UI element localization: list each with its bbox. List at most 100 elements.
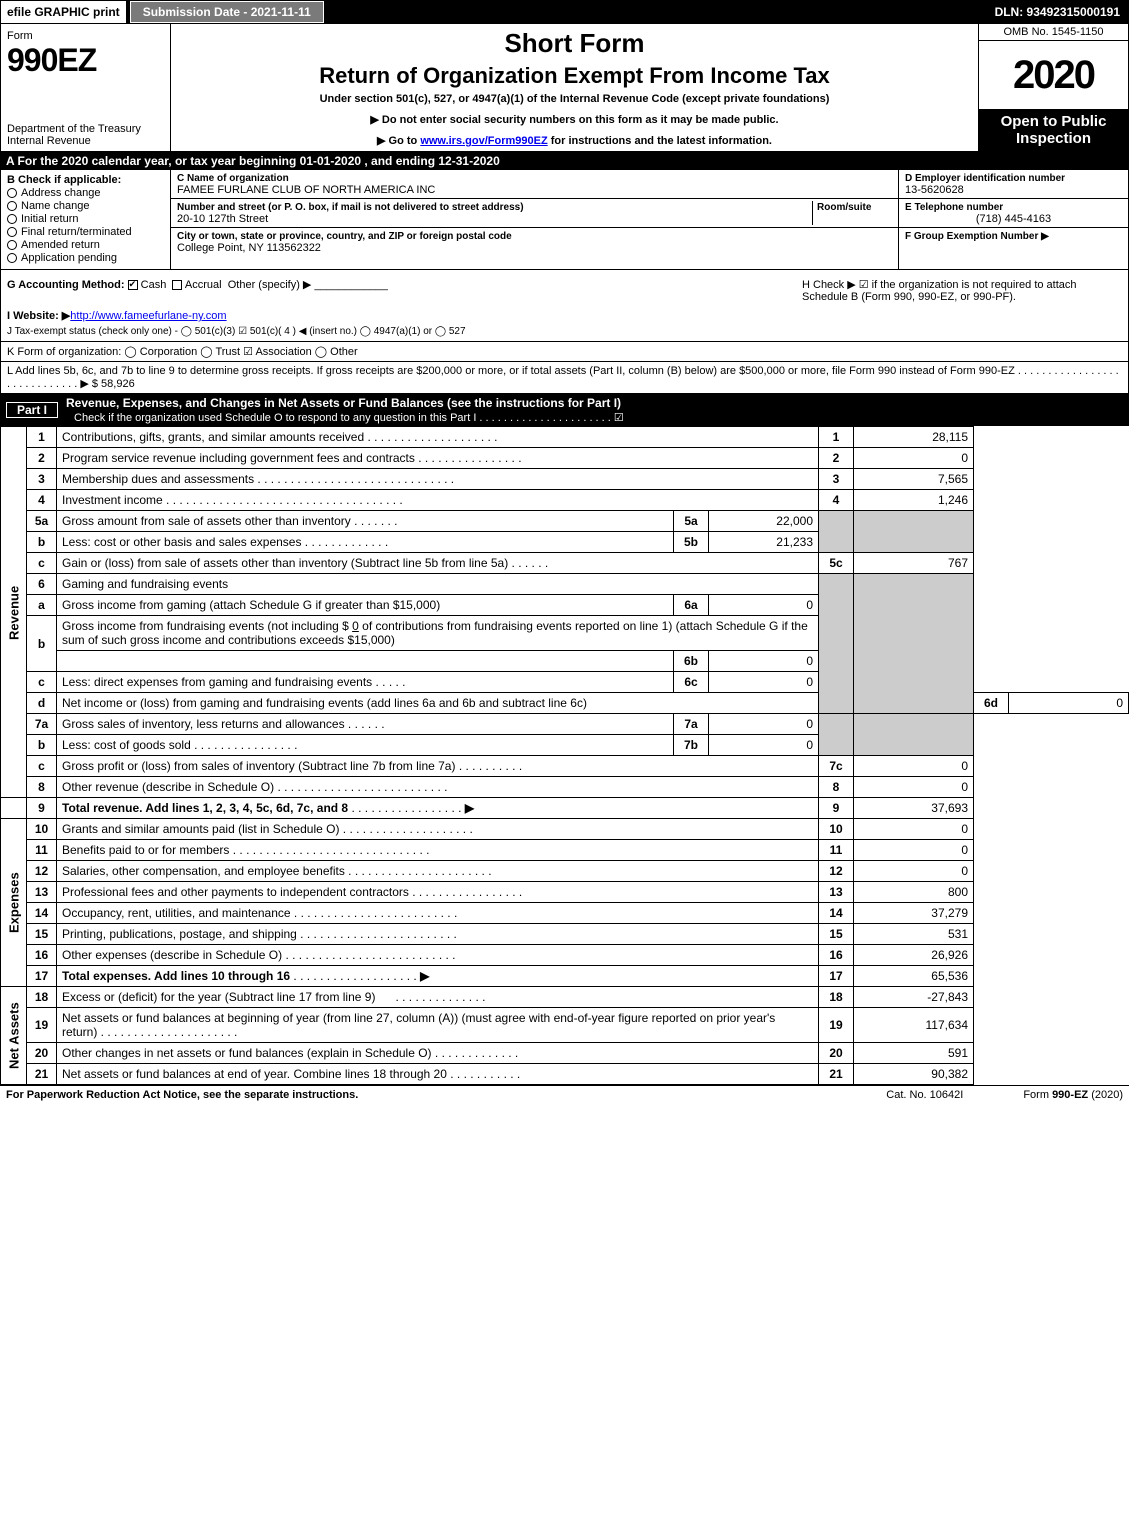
- chk-final-return[interactable]: Final return/terminated: [7, 226, 164, 238]
- line-desc: Net income or (loss) from gaming and fun…: [57, 693, 819, 714]
- chk-label: Application pending: [21, 252, 117, 264]
- checkbox-icon: [7, 227, 17, 237]
- line-val: 65,536: [854, 966, 974, 987]
- chk-label: Final return/terminated: [21, 226, 132, 238]
- table-row: Revenue 1 Contributions, gifts, grants, …: [1, 427, 1129, 448]
- line-ref: 11: [819, 840, 854, 861]
- line-desc: Total expenses. Add lines 10 through 16 …: [57, 966, 819, 987]
- line-desc: Less: direct expenses from gaming and fu…: [57, 672, 674, 693]
- chk-cash[interactable]: [128, 280, 138, 290]
- checkbox-icon: [7, 253, 17, 263]
- line-num: c: [27, 553, 57, 574]
- line-val: 0: [854, 448, 974, 469]
- line-desc: Program service revenue including govern…: [57, 448, 819, 469]
- chk-amended-return[interactable]: Amended return: [7, 239, 164, 251]
- part1-sub: Check if the organization used Schedule …: [74, 412, 624, 424]
- col-def: D Employer identification number 13-5620…: [898, 170, 1128, 269]
- grey-cell: [854, 511, 974, 553]
- line-ref: 21: [819, 1064, 854, 1085]
- table-row: 20 Other changes in net assets or fund b…: [1, 1043, 1129, 1064]
- part1-title: Revenue, Expenses, and Changes in Net As…: [66, 396, 624, 424]
- chk-initial-return[interactable]: Initial return: [7, 213, 164, 225]
- line-desc: Net assets or fund balances at beginning…: [57, 1008, 819, 1043]
- table-row: Net Assets 18 Excess or (deficit) for th…: [1, 987, 1129, 1008]
- table-row: 19 Net assets or fund balances at beginn…: [1, 1008, 1129, 1043]
- line-desc: Gross income from gaming (attach Schedul…: [57, 595, 674, 616]
- chk-address-change[interactable]: Address change: [7, 187, 164, 199]
- line-desc: Excess or (deficit) for the year (Subtra…: [57, 987, 819, 1008]
- line-num: d: [27, 693, 57, 714]
- sub-ref: 5b: [674, 532, 709, 553]
- chk-accrual[interactable]: [172, 280, 182, 290]
- line-val: 26,926: [854, 945, 974, 966]
- line-val: 767: [854, 553, 974, 574]
- line-num: 8: [27, 777, 57, 798]
- table-row: 15 Printing, publications, postage, and …: [1, 924, 1129, 945]
- org-city: College Point, NY 113562322: [177, 242, 321, 254]
- line-desc: Gross profit or (loss) from sales of inv…: [57, 756, 819, 777]
- short-form-title: Short Form: [177, 28, 972, 59]
- header-right: OMB No. 1545-1150 2020 Open to Public In…: [978, 24, 1128, 151]
- org-street: 20-10 127th Street: [177, 213, 268, 225]
- line-num: 12: [27, 861, 57, 882]
- line-val: 37,693: [854, 798, 974, 819]
- j-text: J Tax-exempt status (check only one) - ◯…: [7, 326, 1122, 337]
- part1-table: Revenue 1 Contributions, gifts, grants, …: [0, 426, 1129, 1085]
- g-opt-accrual: Accrual: [185, 279, 222, 291]
- room-label: Room/suite: [817, 202, 871, 213]
- line-ref: 15: [819, 924, 854, 945]
- line-num: 1: [27, 427, 57, 448]
- line-num: b: [27, 532, 57, 553]
- chk-name-change[interactable]: Name change: [7, 200, 164, 212]
- table-row: 5a Gross amount from sale of assets othe…: [1, 511, 1129, 532]
- row-a: A For the 2020 calendar year, or tax yea…: [0, 152, 1129, 170]
- line-desc: Net assets or fund balances at end of ye…: [57, 1064, 819, 1085]
- sub-val: 0: [709, 651, 819, 672]
- ssn-warning: ▶ Do not enter social security numbers o…: [177, 113, 972, 126]
- line-ref: 5c: [819, 553, 854, 574]
- line-desc: Gross income from fundraising events (no…: [57, 616, 819, 651]
- h-text: H Check ▶ ☑ if the organization is not r…: [802, 278, 1122, 303]
- line-num: 10: [27, 819, 57, 840]
- grey-cell: [819, 511, 854, 553]
- table-row: Expenses 10 Grants and similar amounts p…: [1, 819, 1129, 840]
- line-num: 3: [27, 469, 57, 490]
- part1-title-text: Revenue, Expenses, and Changes in Net As…: [66, 396, 621, 410]
- chk-label: Amended return: [21, 239, 100, 251]
- form-header: Form 990EZ Department of the Treasury In…: [0, 24, 1129, 152]
- dept-label: Department of the Treasury Internal Reve…: [7, 123, 164, 147]
- footer-left: For Paperwork Reduction Act Notice, see …: [6, 1089, 358, 1101]
- line-num: 19: [27, 1008, 57, 1043]
- chk-application-pending[interactable]: Application pending: [7, 252, 164, 264]
- line-desc: Other changes in net assets or fund bala…: [57, 1043, 819, 1064]
- org-name: FAMEE FURLANE CLUB OF NORTH AMERICA INC: [177, 184, 435, 196]
- table-row: 3 Membership dues and assessments . . . …: [1, 469, 1129, 490]
- line-ref: 10: [819, 819, 854, 840]
- submission-date: Submission Date - 2021-11-11: [130, 1, 324, 23]
- line-val: 117,634: [854, 1008, 974, 1043]
- irs-link[interactable]: www.irs.gov/Form990EZ: [420, 135, 547, 147]
- line-val: 0: [854, 861, 974, 882]
- table-row: c Gain or (loss) from sale of assets oth…: [1, 553, 1129, 574]
- line-ref: 6d: [974, 693, 1009, 714]
- line-desc: Less: cost or other basis and sales expe…: [57, 532, 674, 553]
- line-ref: 18: [819, 987, 854, 1008]
- line-desc: Gain or (loss) from sale of assets other…: [57, 553, 819, 574]
- line-num: c: [27, 756, 57, 777]
- table-row: 2 Program service revenue including gove…: [1, 448, 1129, 469]
- chk-label: Initial return: [21, 213, 78, 225]
- table-row: 9 Total revenue. Add lines 1, 2, 3, 4, 5…: [1, 798, 1129, 819]
- checkbox-icon: [7, 188, 17, 198]
- line-k: K Form of organization: ◯ Corporation ◯ …: [0, 342, 1129, 362]
- line-desc: Other expenses (describe in Schedule O) …: [57, 945, 819, 966]
- sub-ref: 6c: [674, 672, 709, 693]
- line-val: 90,382: [854, 1064, 974, 1085]
- website-link[interactable]: http://www.fameefurlane-ny.com: [70, 310, 226, 322]
- telephone: (718) 445-4163: [905, 213, 1122, 225]
- sub-ref: 7a: [674, 714, 709, 735]
- sub-val: 21,233: [709, 532, 819, 553]
- line-desc: Professional fees and other payments to …: [57, 882, 819, 903]
- line-num: 15: [27, 924, 57, 945]
- line-desc: [57, 651, 674, 672]
- tax-year: 2020: [979, 41, 1128, 109]
